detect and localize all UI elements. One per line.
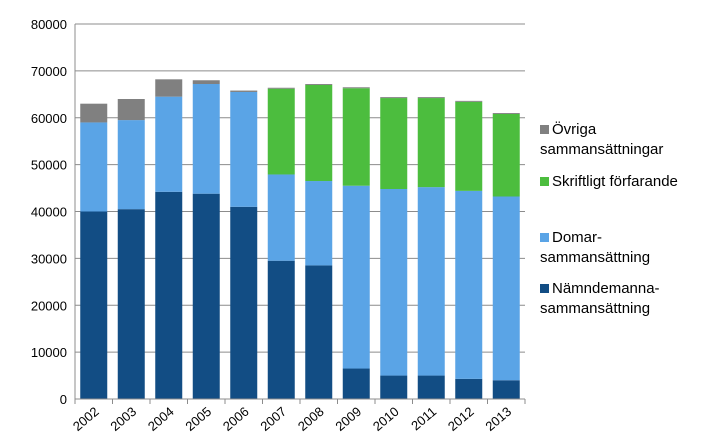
bar-segment-2002-1 bbox=[80, 122, 108, 212]
bar-segment-2004-0 bbox=[155, 191, 183, 399]
legend-label: Övriga bbox=[552, 120, 597, 138]
bar-segment-2012-3 bbox=[455, 100, 483, 102]
bar-segment-2007-0 bbox=[267, 260, 295, 399]
y-tick-label: 60000 bbox=[31, 111, 67, 126]
bar-segment-2013-1 bbox=[492, 196, 520, 381]
legend-swatch bbox=[540, 125, 549, 134]
bar-segment-2010-2 bbox=[380, 98, 408, 189]
legend-swatch bbox=[540, 233, 549, 242]
bar-segment-2006-0 bbox=[230, 206, 258, 399]
bars bbox=[80, 79, 520, 399]
bar-segment-2009-0 bbox=[342, 368, 370, 399]
gridlines bbox=[75, 23, 525, 353]
y-tick-label: 20000 bbox=[31, 298, 67, 313]
bar-segment-2008-3 bbox=[305, 84, 333, 85]
bar-segment-2008-2 bbox=[305, 84, 333, 182]
bar-segment-2013-0 bbox=[492, 380, 520, 399]
bar-segment-2013-2 bbox=[492, 114, 520, 197]
x-tick-label: 2011 bbox=[408, 404, 439, 433]
bar-segment-2008-0 bbox=[305, 265, 333, 399]
bar-segment-2005-1 bbox=[192, 84, 220, 194]
y-tick-label: 70000 bbox=[31, 64, 67, 79]
x-tick-label: 2006 bbox=[220, 404, 252, 434]
x-tick-label: 2012 bbox=[445, 404, 477, 434]
bar-segment-2007-2 bbox=[267, 88, 295, 175]
x-tick-label: 2009 bbox=[332, 404, 364, 434]
bar-segment-2009-1 bbox=[342, 185, 370, 369]
bar-segment-2005-3 bbox=[192, 80, 220, 84]
legend: Övriga sammansättningar Skriftligt förfara… bbox=[540, 120, 678, 317]
bar-segment-2007-3 bbox=[267, 87, 295, 89]
bar-segment-2013-3 bbox=[492, 113, 520, 114]
x-tick-label: 2010 bbox=[370, 404, 402, 434]
y-tick-label: 80000 bbox=[31, 17, 67, 32]
legend-label: Skriftligt förfarande bbox=[552, 173, 678, 190]
bar-segment-2006-1 bbox=[230, 91, 258, 207]
bar-segment-2004-1 bbox=[155, 96, 183, 192]
y-axis: 0 10000 20000 30000 40000 50000 60000 70000 8000… bbox=[31, 17, 76, 407]
x-tick-label: 2003 bbox=[107, 404, 139, 434]
y-tick-label: 0 bbox=[60, 392, 67, 407]
bar-segment-2003-3 bbox=[117, 99, 145, 121]
bar-segment-2006-3 bbox=[230, 90, 258, 92]
legend-label: sammansättning bbox=[540, 249, 650, 266]
bar-segment-2010-0 bbox=[380, 375, 408, 399]
bar-segment-2012-0 bbox=[455, 378, 483, 399]
bar-segment-2003-1 bbox=[117, 120, 145, 210]
y-tick-label: 40000 bbox=[31, 205, 67, 220]
bar-segment-2012-1 bbox=[455, 190, 483, 379]
bar-segment-2010-3 bbox=[380, 97, 408, 99]
bar-segment-2011-2 bbox=[417, 98, 445, 188]
x-tick-label: 2005 bbox=[182, 404, 214, 434]
bar-segment-2012-2 bbox=[455, 101, 483, 191]
bar-segment-2002-3 bbox=[80, 103, 108, 123]
x-tick-label: 2007 bbox=[257, 404, 289, 434]
legend-label: Domar- bbox=[552, 229, 602, 246]
legend-label: sammansättningar bbox=[540, 141, 663, 158]
legend-label: Nämndemanna- bbox=[552, 280, 660, 297]
bar-segment-2009-2 bbox=[342, 88, 370, 186]
x-tick-label: 2004 bbox=[145, 404, 177, 434]
x-axis: 2002 2003 2004 2005 2006 2007 2008 2009 2010 2011… bbox=[70, 398, 526, 434]
legend-swatch bbox=[540, 284, 549, 293]
y-tick-label: 50000 bbox=[31, 158, 67, 173]
bar-segment-2005-0 bbox=[192, 193, 220, 399]
bar-segment-2011-0 bbox=[417, 375, 445, 399]
y-tick-label: 10000 bbox=[31, 345, 67, 360]
bar-segment-2010-1 bbox=[380, 189, 408, 376]
bar-segment-2011-3 bbox=[417, 97, 445, 99]
y-tick-label: 30000 bbox=[31, 251, 67, 266]
x-tick-label: 2008 bbox=[295, 404, 327, 434]
bar-segment-2011-1 bbox=[417, 187, 445, 376]
legend-label: sammansättning bbox=[540, 300, 650, 317]
bar-segment-2009-3 bbox=[342, 87, 370, 89]
x-tick-label: 2013 bbox=[482, 404, 514, 434]
bar-segment-2008-1 bbox=[305, 181, 333, 266]
bar-segment-2003-0 bbox=[117, 209, 145, 399]
bar-segment-2002-0 bbox=[80, 211, 108, 399]
bar-segment-2004-3 bbox=[155, 79, 183, 97]
bar-segment-2007-1 bbox=[267, 174, 295, 261]
legend-swatch bbox=[540, 177, 549, 186]
x-tick-label: 2002 bbox=[70, 404, 102, 434]
